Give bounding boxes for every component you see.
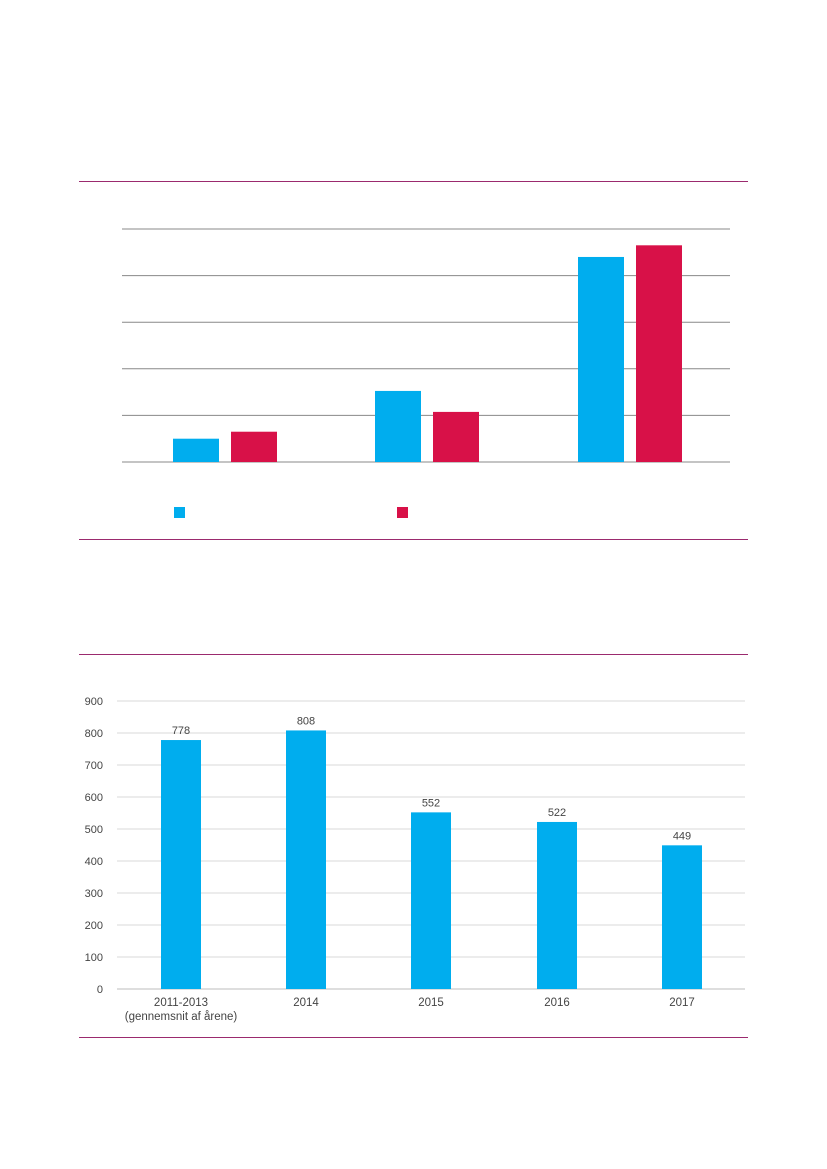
bar-1 — [161, 740, 201, 989]
y-tick-label: 200 — [85, 920, 103, 932]
x-tick-label: 2016 — [544, 997, 570, 1009]
y-tick-label: 700 — [85, 760, 103, 772]
y-tick-label: 400 — [85, 856, 103, 868]
bar-3 — [411, 812, 451, 989]
bar-2 — [286, 730, 326, 989]
y-tick-label: 100 — [85, 952, 103, 964]
bar-series-1-cat-3 — [578, 256, 624, 462]
x-tick-label: 2014 — [293, 997, 319, 1009]
bar-series-1-cat-2 — [375, 390, 421, 462]
bar-5 — [662, 845, 702, 989]
chart1-bottom-rule — [79, 539, 748, 540]
y-tick-label: 0 — [97, 984, 103, 996]
bar-value-label: 808 — [297, 715, 315, 727]
x-tick-label-line: 2016 — [544, 997, 570, 1009]
bar-value-label: 449 — [673, 830, 691, 842]
annual-bar-chart: 0 100 200 300 400 500 600 700 800 900 778 808 552 52… — [85, 696, 745, 1023]
bar-value-label: 778 — [172, 725, 190, 737]
legend-swatch-series-2 — [397, 507, 408, 518]
x-tick-label-line: 2011-2013 — [154, 997, 208, 1009]
x-tick-label-line: (gennemsnit af årene) — [125, 1011, 238, 1023]
y-tick-label: 800 — [85, 728, 103, 740]
bar-series-2-cat-3 — [636, 245, 682, 462]
x-tick-label: 2015 — [418, 997, 444, 1009]
bar-series-2-cat-1 — [231, 431, 277, 462]
y-tick-label: 900 — [85, 696, 103, 708]
bar-series-2-cat-2 — [433, 411, 479, 462]
y-tick-label: 300 — [85, 888, 103, 900]
y-tick-label: 500 — [85, 824, 103, 836]
bar-value-label: 522 — [548, 807, 566, 819]
chart1-top-rule — [79, 181, 748, 182]
x-tick-label: 2011-2013 (gennemsnit af årene) — [125, 997, 238, 1023]
bar-4 — [537, 821, 577, 989]
x-tick-label: 2017 — [669, 997, 695, 1009]
x-tick-label-line: 2014 — [293, 997, 319, 1009]
x-tick-label-line: 2015 — [418, 997, 444, 1009]
bar-series-1-cat-1 — [173, 438, 219, 462]
chart2-top-rule — [79, 654, 748, 655]
x-tick-label-line: 2017 — [669, 997, 695, 1009]
legend-swatch-series-1 — [174, 507, 185, 518]
bar-value-label: 552 — [422, 797, 440, 809]
chart2-bottom-rule — [79, 1037, 748, 1038]
grouped-bar-chart — [122, 228, 730, 518]
y-tick-label: 600 — [85, 792, 103, 804]
